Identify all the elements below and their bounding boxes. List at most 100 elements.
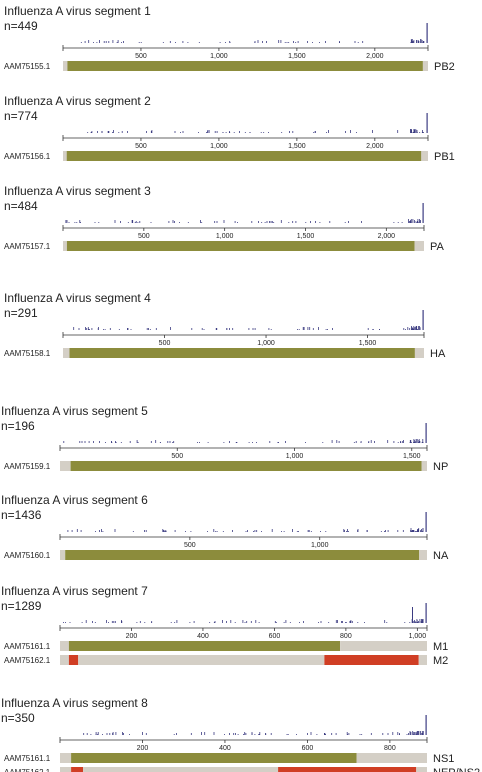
accession-label: AAM75161.1 <box>4 754 51 763</box>
tick-label: 1,500 <box>403 453 421 460</box>
coding-region-bar <box>65 550 420 560</box>
tick-label: 2,000 <box>366 143 384 150</box>
untranslated-region-bar <box>419 550 427 560</box>
segment-7-panel: Influenza A virus segment 7n=1289 200 400 6… <box>1 584 448 667</box>
tick-label: 400 <box>197 633 209 640</box>
accession-label: AAM75161.1 <box>4 642 51 651</box>
untranslated-region-bar <box>421 461 427 471</box>
protein-label: M2 <box>433 655 448 667</box>
untranslated-region-bar <box>422 61 428 71</box>
protein-label: M1 <box>433 641 448 653</box>
feature-track-np: AAM75159.1 NP <box>4 461 448 473</box>
tick-label: 500 <box>184 542 196 549</box>
tick-label: 600 <box>269 633 281 640</box>
tick-label: 600 <box>302 745 314 752</box>
feature-track-nep-ns2: AAM75162.1 NEP/NS2 <box>4 767 480 772</box>
segment-title: Influenza A virus segment 8 <box>1 696 148 710</box>
accession-label: AAM75159.1 <box>4 462 51 471</box>
tick-label: 2,000 <box>366 53 384 60</box>
untranslated-region-bar <box>414 348 424 358</box>
segment-title: Influenza A virus segment 7 <box>1 584 148 598</box>
sample-count: n=350 <box>1 711 35 725</box>
protein-label: PB2 <box>434 61 455 73</box>
untranslated-region-bar <box>60 753 72 763</box>
tick-label: 500 <box>135 143 147 150</box>
untranslated-region-bar <box>60 550 66 560</box>
accession-label: AAM75158.1 <box>4 349 51 358</box>
coverage-histogram <box>80 23 428 43</box>
feature-track-m1: AAM75161.1 M1 <box>4 641 448 653</box>
segment-1-panel: Influenza A virus segment 1n=449 500 1,000… <box>4 4 455 73</box>
untranslated-region-bar <box>60 767 72 772</box>
spliced-exon-bar <box>68 655 79 665</box>
tick-label: 1,000 <box>210 53 228 60</box>
spliced-exon-bar <box>278 767 417 772</box>
segment-title: Influenza A virus segment 5 <box>1 404 148 418</box>
tick-label: 2,000 <box>378 233 396 240</box>
sample-count: n=1289 <box>1 599 42 613</box>
position-axis: 500 1,000 1,500 2,000 <box>62 135 429 150</box>
coverage-histogram <box>63 423 427 443</box>
coding-region-bar <box>69 348 415 358</box>
feature-track-pa: AAM75157.1 PA <box>4 241 445 253</box>
tick-label: 500 <box>159 340 171 347</box>
feature-track-pb2: AAM75155.1 PB2 <box>4 61 455 73</box>
feature-track-m2: AAM75162.1 M2 <box>4 655 448 667</box>
sample-count: n=774 <box>4 109 38 123</box>
coding-region-bar <box>71 753 357 763</box>
untranslated-region-bar <box>60 461 71 471</box>
segment-5-panel: Influenza A virus segment 5n=196 500 1,000… <box>1 404 448 473</box>
tick-label: 500 <box>138 233 150 240</box>
untranslated-region-bar <box>60 655 69 665</box>
untranslated-region-bar <box>78 655 325 665</box>
untranslated-region-bar <box>416 767 427 772</box>
untranslated-region-bar <box>340 641 427 651</box>
protein-label: NA <box>433 550 449 562</box>
untranslated-region-bar <box>356 753 427 763</box>
untranslated-region-bar <box>63 61 68 71</box>
tick-label: 500 <box>135 53 147 60</box>
tick-label: 1,500 <box>359 340 377 347</box>
tick-label: 400 <box>219 745 231 752</box>
position-axis: 200 400 600 800 <box>59 737 428 752</box>
segment-title: Influenza A virus segment 2 <box>4 94 151 108</box>
feature-track-ha: AAM75158.1 HA <box>4 348 446 360</box>
tick-label: 800 <box>384 745 396 752</box>
position-axis: 500 1,000 1,500 <box>59 445 428 460</box>
tick-label: 200 <box>137 745 149 752</box>
feature-track-ns1: AAM75161.1 NS1 <box>4 753 454 765</box>
protein-label: NS1 <box>433 753 454 765</box>
untranslated-region-bar <box>63 241 67 251</box>
untranslated-region-bar <box>83 767 279 772</box>
coverage-histogram <box>65 203 424 223</box>
coding-region-bar <box>68 641 341 651</box>
untranslated-region-bar <box>60 641 69 651</box>
segment-title: Influenza A virus segment 6 <box>1 493 148 507</box>
tick-label: 800 <box>340 633 352 640</box>
segment-6-panel: Influenza A virus segment 6n=1436 500 1,00… <box>1 493 449 562</box>
feature-track-na: AAM75160.1 NA <box>4 550 449 562</box>
tick-label: 1,500 <box>288 53 306 60</box>
accession-label: AAM75157.1 <box>4 242 51 251</box>
untranslated-region-bar <box>418 655 427 665</box>
tick-label: 1,000 <box>210 143 228 150</box>
untranslated-region-bar <box>421 151 428 161</box>
accession-label: AAM75162.1 <box>4 656 51 665</box>
tick-label: 1,000 <box>257 340 275 347</box>
accession-label: AAM75160.1 <box>4 551 51 560</box>
tick-label: 1,000 <box>216 233 234 240</box>
coverage-histogram <box>83 715 427 735</box>
tick-label: 1,500 <box>297 233 315 240</box>
accession-label: AAM75162.1 <box>4 768 51 772</box>
position-axis: 500 1,000 <box>59 534 428 549</box>
segment-8-panel: Influenza A virus segment 8n=350 200 400 60… <box>1 696 480 772</box>
spliced-exon-bar <box>71 767 84 772</box>
sample-count: n=1436 <box>1 508 42 522</box>
segment-title: Influenza A virus segment 1 <box>4 4 151 18</box>
spliced-exon-bar <box>324 655 419 665</box>
untranslated-region-bar <box>63 348 70 358</box>
position-axis: 500 1,000 1,500 <box>62 332 425 347</box>
untranslated-region-bar <box>63 151 67 161</box>
position-axis: 500 1,000 1,500 2,000 <box>62 225 425 240</box>
